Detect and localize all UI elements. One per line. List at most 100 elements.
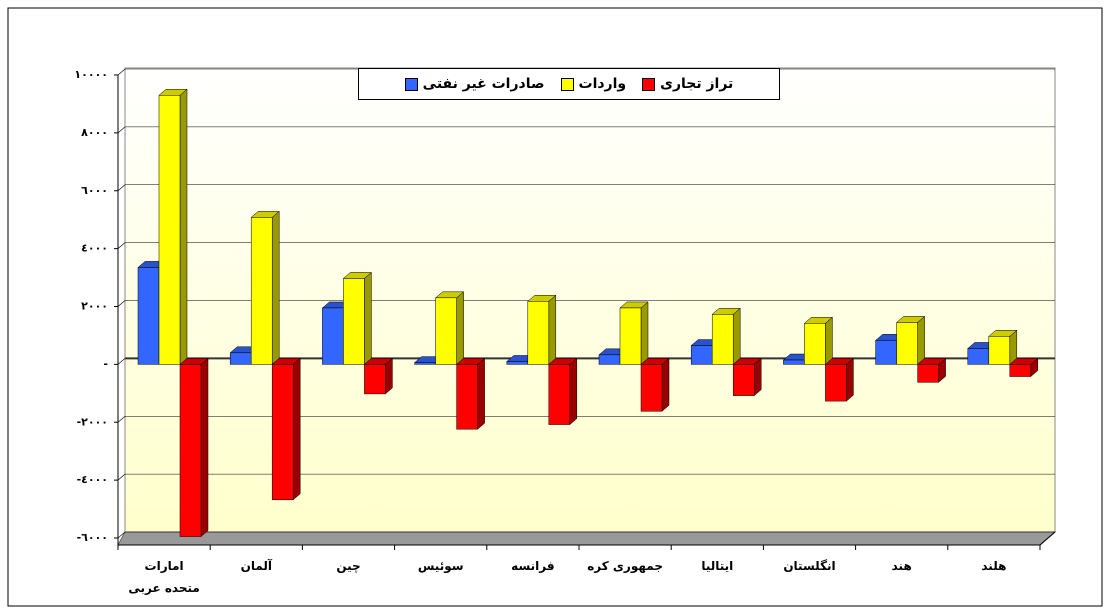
y-tick-label: ٦٠٠٠	[81, 184, 108, 197]
bar-front	[250, 217, 273, 365]
bar	[916, 357, 947, 383]
bar	[895, 315, 926, 365]
bar	[179, 357, 209, 538]
x-tick-label: آلمان	[240, 559, 272, 573]
grid-line	[117, 184, 126, 191]
bar-front	[229, 352, 252, 365]
bar	[527, 294, 557, 365]
bar-front	[598, 354, 621, 365]
floor	[117, 531, 1057, 546]
bar-front	[1009, 364, 1032, 377]
bar	[640, 357, 670, 412]
bar-side	[732, 307, 741, 365]
bar-side	[292, 357, 301, 501]
bar-side	[364, 271, 372, 365]
frame	[7, 7, 1103, 607]
y-tick-label: ٢٠٠٠	[81, 300, 108, 313]
legend-label: تراز تجاری	[660, 76, 734, 92]
bar-front	[711, 314, 734, 365]
x-tick-label: ایتالیا	[701, 559, 734, 573]
bar-front	[690, 345, 713, 365]
legend-entry: تراز تجاری	[642, 76, 733, 92]
x-tick-label: هند	[891, 559, 912, 573]
y-tick-label: -	[103, 357, 108, 370]
bar-front	[137, 267, 160, 365]
grid-line	[117, 358, 126, 365]
bar-front	[414, 362, 436, 365]
bar-front	[825, 364, 847, 402]
y-tick-label: -٤٠٠٠	[77, 473, 108, 486]
bar-side	[917, 315, 925, 365]
bar-front	[732, 364, 755, 396]
bar-front	[506, 361, 529, 365]
bar-side	[548, 294, 557, 365]
bar-front	[917, 364, 939, 383]
grid-line	[117, 300, 126, 307]
bar-side	[846, 357, 854, 402]
bar-front	[640, 364, 663, 412]
bar-front	[158, 95, 181, 365]
bar-front	[896, 322, 918, 365]
x-tick-label: فرانسه	[511, 559, 555, 573]
x-tick-label: انگلستان	[783, 559, 836, 573]
bar-side	[825, 316, 833, 365]
bar-front	[435, 297, 457, 365]
bar-side	[456, 291, 464, 365]
grid-line	[117, 68, 126, 76]
bar	[271, 357, 301, 501]
grid-line	[117, 416, 126, 423]
grid-line	[117, 126, 126, 134]
bar-front	[783, 359, 805, 365]
bar	[548, 357, 578, 426]
x-tick-label: چین	[336, 559, 361, 573]
x-tick-label: امارات متحده عربی	[128, 559, 200, 595]
legend-label: واردات	[578, 76, 627, 92]
bar	[803, 316, 834, 365]
y-tick-label: -٦٠٠٠	[77, 531, 108, 544]
bar-side	[753, 357, 762, 397]
bar-front	[875, 340, 897, 365]
legend: صادرات غیر نفتی واردات تراز تجاری	[358, 68, 780, 100]
x-tick-label: هلند	[981, 559, 1007, 573]
bar-front	[271, 364, 294, 501]
bar	[342, 271, 373, 365]
bar	[158, 88, 188, 365]
bar-side	[569, 357, 578, 426]
bar	[988, 329, 1018, 365]
bar-front	[364, 364, 386, 395]
bar	[732, 357, 762, 397]
bar-front	[527, 301, 550, 365]
y-tick-label: ١٠٠٠٠	[74, 68, 108, 81]
bar	[619, 301, 649, 365]
bar-front	[619, 307, 642, 365]
legend-label: صادرات غیر نفتی	[422, 76, 545, 92]
x-tick-label: سوئیس	[417, 559, 464, 573]
bar	[363, 357, 394, 395]
y-tick-label: ٨٠٠٠	[81, 126, 108, 139]
legend-swatch	[642, 77, 656, 91]
bar-front	[967, 348, 990, 365]
legend-swatch	[560, 77, 574, 91]
bar-front	[988, 336, 1011, 365]
bar-front	[179, 364, 202, 537]
y-tick-label: ٤٠٠٠	[81, 242, 108, 255]
bar	[824, 357, 855, 402]
legend-entry: صادرات غیر نفتی	[404, 76, 545, 92]
bar-side	[661, 357, 670, 412]
bar-front	[343, 278, 365, 365]
bar-side	[640, 301, 649, 365]
bar-front	[804, 323, 826, 365]
bar	[455, 357, 486, 430]
bar-side	[179, 88, 188, 365]
x-axis-depth	[1039, 531, 1056, 546]
grid-line	[117, 531, 126, 539]
bar	[434, 291, 465, 365]
bar-side	[271, 210, 280, 365]
grid-line	[117, 242, 126, 249]
bar-side	[200, 357, 209, 538]
bar-front	[456, 364, 478, 430]
bar-front	[322, 307, 344, 365]
legend-swatch	[404, 77, 418, 91]
